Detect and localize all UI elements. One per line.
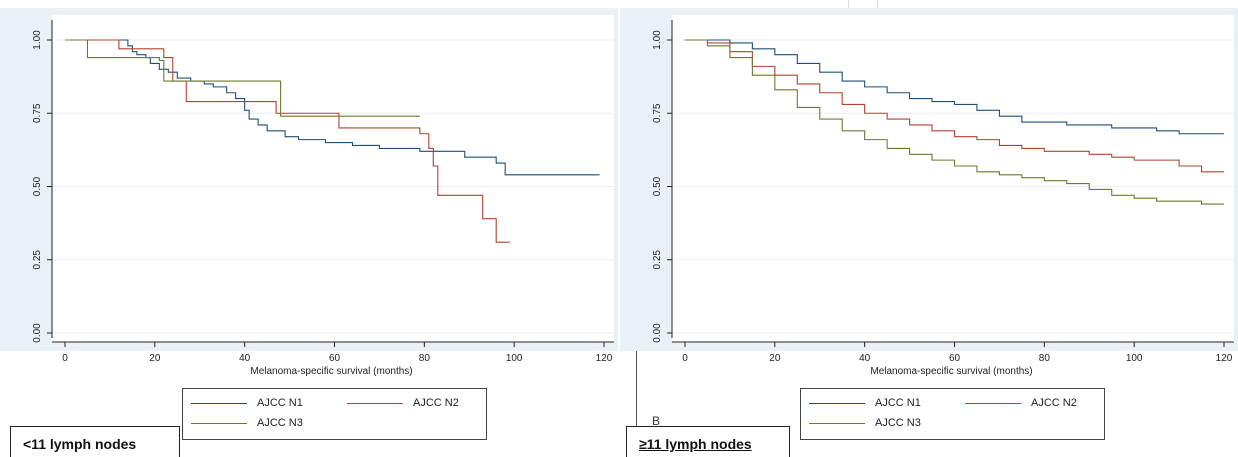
x-tick-label: 20 [149,353,161,364]
x-tick-label: 60 [329,353,341,364]
legend-swatch-n1 [191,402,247,404]
x-tick-label: 120 [1216,353,1233,364]
y-tick-label: 0.50 [652,176,663,196]
x-tick-label: 100 [506,353,523,364]
legend-item-n1: AJCC N1 [809,397,921,409]
series-line-2 [685,39,1224,173]
x-tick-label: 120 [596,353,613,364]
x-tick-label: 60 [949,353,961,364]
legend-item-n3: AJCC N3 [191,417,303,429]
x-tick-label: 0 [62,353,68,364]
series-line-2 [65,39,510,243]
chart-panel-right: 0.00 0.25 0.50 0.75 1.00 0 20 40 60 80 100 120 Melan… [620,0,1238,457]
plot-background [52,15,614,342]
legend-item-n1: AJCC N1 [191,397,303,409]
y-tick-label: 0.25 [32,250,43,270]
legend-label: AJCC N2 [1031,397,1077,409]
chart-panel-left: 0.00 0.25 0.50 0.75 1.00 0 20 40 60 80 100 120 Melan… [0,0,618,457]
series-line-1 [685,39,1224,135]
legend-swatch-n2 [347,402,403,404]
legend-label: AJCC N3 [257,417,303,429]
x-axis-title: Melanoma-specific survival (months) [250,366,412,377]
legend-label: AJCC N1 [257,397,303,409]
x-tick-label: 80 [419,353,431,364]
legend-swatch-n3 [809,422,865,424]
legend-right: AJCC N1 AJCC N2 AJCC N3 [800,388,1105,440]
km-chart-left: 0.00 0.25 0.50 0.75 1.00 0 20 40 60 80 100 120 Melan… [0,8,618,377]
y-tick-label: 0.25 [652,250,663,270]
y-tick-label: 0.00 [32,323,43,343]
subgroup-label-right: ≥11 lymph nodes [626,426,790,457]
km-chart-right: 0.00 0.25 0.50 0.75 1.00 0 20 40 60 80 100 120 Melan… [620,8,1238,377]
subgroup-text: ≥11 lymph nodes [639,436,752,452]
x-tick-label: 40 [239,353,251,364]
x-tick-label: 100 [1126,353,1143,364]
plot-background [672,15,1234,342]
subgroup-label-left: <11 lymph nodes [10,426,180,457]
x-tick-label: 80 [1039,353,1051,364]
legend-item-n3: AJCC N3 [809,417,921,429]
legend-swatch-n3 [191,422,247,424]
legend-item-n2: AJCC N2 [347,397,459,409]
legend-swatch-n1 [809,402,865,404]
legend-label: AJCC N2 [413,397,459,409]
series-line-3 [685,39,1224,205]
panel-letter: B [652,414,661,428]
y-tick-label: 0.75 [652,103,663,123]
x-tick-label: 20 [769,353,781,364]
y-tick-label: 0.75 [32,103,43,123]
x-tick-label: 40 [859,353,871,364]
legend-item-n2: AJCC N2 [965,397,1077,409]
y-tick-label: 0.50 [32,176,43,196]
y-tick-label: 0.00 [652,323,663,343]
x-tick-label: 0 [682,353,688,364]
y-tick-label: 1.00 [652,30,663,50]
legend-label: AJCC N3 [875,417,921,429]
x-axis-title: Melanoma-specific survival (months) [870,366,1032,377]
y-tick-label: 1.00 [32,30,43,50]
legend-left: AJCC N1 AJCC N2 AJCC N3 [182,388,487,440]
legend-label: AJCC N1 [875,397,921,409]
legend-swatch-n2 [965,402,1021,404]
series-line-3 [65,39,420,117]
subgroup-text: <11 lymph nodes [23,436,137,452]
